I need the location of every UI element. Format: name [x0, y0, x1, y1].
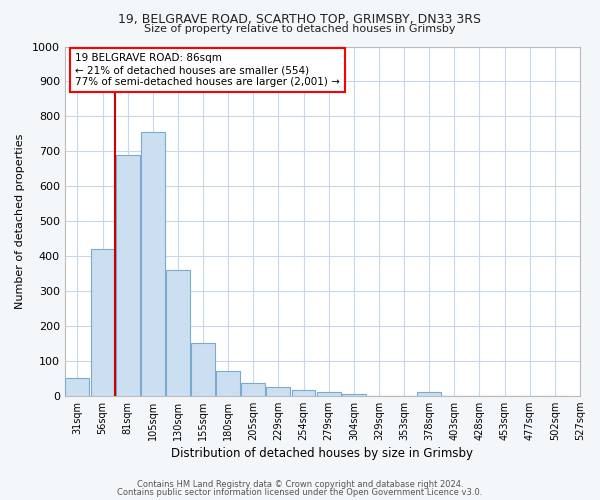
Bar [91, 249, 115, 396]
Y-axis label: Number of detached properties: Number of detached properties [15, 134, 25, 309]
Text: Contains HM Land Registry data © Crown copyright and database right 2024.: Contains HM Land Registry data © Crown c… [137, 480, 463, 489]
Bar [116, 155, 140, 396]
Text: 19 BELGRAVE ROAD: 86sqm
← 21% of detached houses are smaller (554)
77% of semi-d: 19 BELGRAVE ROAD: 86sqm ← 21% of detache… [75, 54, 340, 86]
Bar [141, 132, 165, 396]
Bar [342, 394, 366, 396]
Bar [216, 372, 240, 396]
Bar [166, 270, 190, 396]
Bar [191, 344, 215, 396]
Bar [241, 384, 265, 396]
Text: 19, BELGRAVE ROAD, SCARTHO TOP, GRIMSBY, DN33 3RS: 19, BELGRAVE ROAD, SCARTHO TOP, GRIMSBY,… [119, 12, 482, 26]
Bar [292, 390, 316, 396]
Bar [266, 387, 290, 396]
X-axis label: Distribution of detached houses by size in Grimsby: Distribution of detached houses by size … [172, 447, 473, 460]
Bar [65, 378, 89, 396]
Text: Size of property relative to detached houses in Grimsby: Size of property relative to detached ho… [144, 24, 456, 34]
Text: Contains public sector information licensed under the Open Government Licence v3: Contains public sector information licen… [118, 488, 482, 497]
Bar [317, 392, 341, 396]
Bar [417, 392, 441, 396]
